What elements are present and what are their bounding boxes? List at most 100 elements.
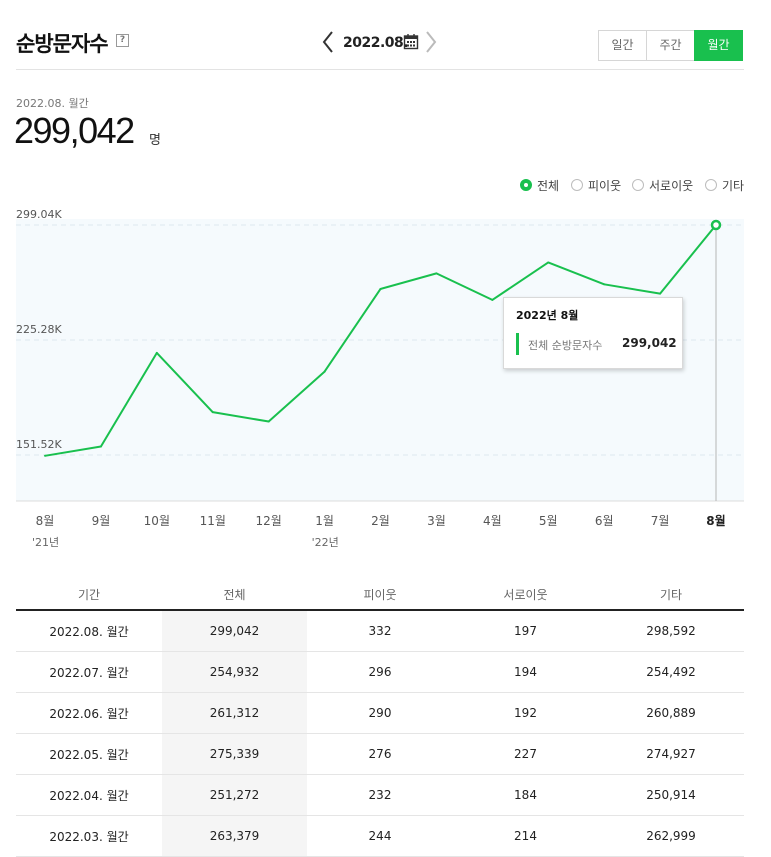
header-cell: 전체	[223, 588, 246, 602]
chart-tooltip: 2022년 8월 전체 순방문자수 299,042	[503, 297, 683, 369]
table-row: 2022.05. 월간 275,339 276 227 274,927	[16, 734, 744, 775]
table-cell: 227	[514, 747, 537, 761]
data-point	[379, 287, 382, 290]
tab-weekly[interactable]: 주간	[646, 30, 695, 61]
data-point	[603, 283, 606, 286]
help-icon[interactable]: ?	[116, 34, 129, 47]
table-header: 기간 전체 피이웃 서로이웃 기타	[16, 580, 744, 611]
legend-item-other[interactable]: 기타	[705, 176, 744, 194]
table-cell: 250,914	[646, 788, 696, 802]
tooltip-series-marker	[516, 333, 519, 355]
x-tick-label: 10월	[144, 514, 170, 528]
header-cell: 기타	[659, 588, 683, 602]
table-row: 2022.08. 월간 299,042 332 197 298,592	[16, 611, 744, 652]
period-tabs: 일간 주간 월간	[598, 30, 743, 61]
chevron-left-icon[interactable]	[320, 29, 336, 55]
year-label: '22년	[312, 536, 339, 549]
legend-label: 서로이웃	[649, 178, 694, 193]
data-point	[491, 298, 494, 301]
header-cell: 기간	[77, 588, 101, 602]
table-cell: 251,272	[162, 775, 307, 815]
x-tick-label: 5월	[539, 514, 558, 528]
chevron-right-icon[interactable]	[423, 29, 439, 55]
data-point	[44, 454, 46, 457]
table-cell: 262,999	[646, 829, 696, 843]
table-row: 2022.04. 월간 251,272 232 184 250,914	[16, 775, 744, 816]
header-divider	[16, 69, 744, 70]
table-cell: 263,379	[162, 816, 307, 856]
y-tick-label: 225.28K	[16, 323, 62, 336]
tooltip-value: 299,042	[622, 336, 677, 350]
period-label: 2022.08.	[343, 35, 409, 51]
summary-unit: 명	[149, 133, 161, 148]
table-row: 2022.03. 월간 263,379 244 214 262,999	[16, 816, 744, 857]
radio-icon	[632, 179, 644, 191]
table-body: 2022.08. 월간 299,042 332 197 298,592 2022.07. …	[16, 611, 744, 857]
tooltip-title: 2022년 8월	[516, 309, 579, 322]
table-cell: 2022.03. 월간	[49, 829, 129, 844]
legend-item-follower[interactable]: 피이웃	[571, 176, 621, 194]
table-cell: 2022.08. 월간	[49, 624, 129, 639]
table-cell: 260,889	[646, 706, 696, 720]
data-point	[267, 420, 270, 423]
calendar-icon[interactable]	[403, 33, 419, 50]
table-cell: 2022.06. 월간	[49, 706, 129, 721]
x-tick-label: 8월	[36, 514, 55, 528]
legend-item-mutual[interactable]: 서로이웃	[632, 176, 693, 194]
table-cell: 197	[514, 624, 537, 638]
table-row: 2022.06. 월간 261,312 290 192 260,889	[16, 693, 744, 734]
x-tick-label: 7월	[651, 514, 670, 528]
radio-icon	[571, 179, 583, 191]
table-cell: 299,042	[162, 611, 307, 651]
tab-daily[interactable]: 일간	[598, 30, 647, 61]
tab-monthly[interactable]: 월간	[694, 30, 743, 61]
data-point	[99, 445, 102, 448]
visitors-line-chart[interactable]: 151.52K 225.28K 299.04K 8월 9월 10월 11월 12월 1월 2월 3월…	[0, 205, 771, 565]
table-cell: 275,339	[162, 734, 307, 774]
data-point	[435, 272, 438, 275]
x-tick-label: 1월	[315, 514, 334, 528]
header-cell: 피이웃	[363, 588, 397, 602]
x-tick-label: 6월	[595, 514, 614, 528]
table-cell: 184	[514, 788, 537, 802]
x-tick-label: 12월	[256, 514, 282, 528]
table-cell: 194	[514, 665, 537, 679]
radio-icon	[520, 179, 532, 191]
table-cell: 296	[368, 665, 392, 679]
data-point	[155, 351, 158, 354]
x-tick-label: 9월	[92, 514, 111, 528]
legend-label: 전체	[537, 178, 560, 193]
stats-table: 기간 전체 피이웃 서로이웃 기타 2022.08. 월간 299,042 332 1…	[16, 580, 744, 857]
radio-icon	[705, 179, 717, 191]
page-title: 순방문자수	[16, 32, 109, 56]
y-tick-label: 151.52K	[16, 438, 62, 451]
table-cell: 332	[368, 624, 392, 638]
data-point	[211, 411, 214, 414]
legend-label: 피이웃	[588, 178, 622, 193]
table-cell: 2022.07. 월간	[49, 665, 129, 680]
table-cell: 254,492	[646, 665, 696, 679]
x-tick-label: 2월	[371, 514, 390, 528]
table-cell: 254,932	[162, 652, 307, 692]
summary-value: 299,042	[14, 110, 135, 151]
table-cell: 298,592	[646, 624, 696, 638]
table-cell: 214	[514, 829, 537, 843]
data-point	[323, 370, 326, 373]
table-row: 2022.07. 월간 254,932 296 194 254,492	[16, 652, 744, 693]
header-cell: 서로이웃	[503, 588, 548, 602]
legend-item-total[interactable]: 전체	[520, 176, 559, 194]
year-label: '21년	[32, 536, 59, 549]
summary-period: 2022.08. 월간	[16, 97, 89, 110]
table-cell: 232	[368, 788, 392, 802]
table-cell: 244	[368, 829, 392, 843]
legend-label: 기타	[722, 178, 745, 193]
tooltip-label: 전체 순방문자수	[528, 339, 603, 352]
x-tick-label: 3월	[427, 514, 446, 528]
y-tick-label: 299.04K	[16, 208, 62, 221]
x-tick-label: 8월	[706, 513, 725, 528]
data-point-highlight	[710, 219, 722, 231]
data-point	[547, 261, 550, 264]
data-point	[659, 292, 662, 295]
table-cell: 290	[368, 706, 392, 720]
x-tick-label: 11월	[200, 514, 226, 528]
